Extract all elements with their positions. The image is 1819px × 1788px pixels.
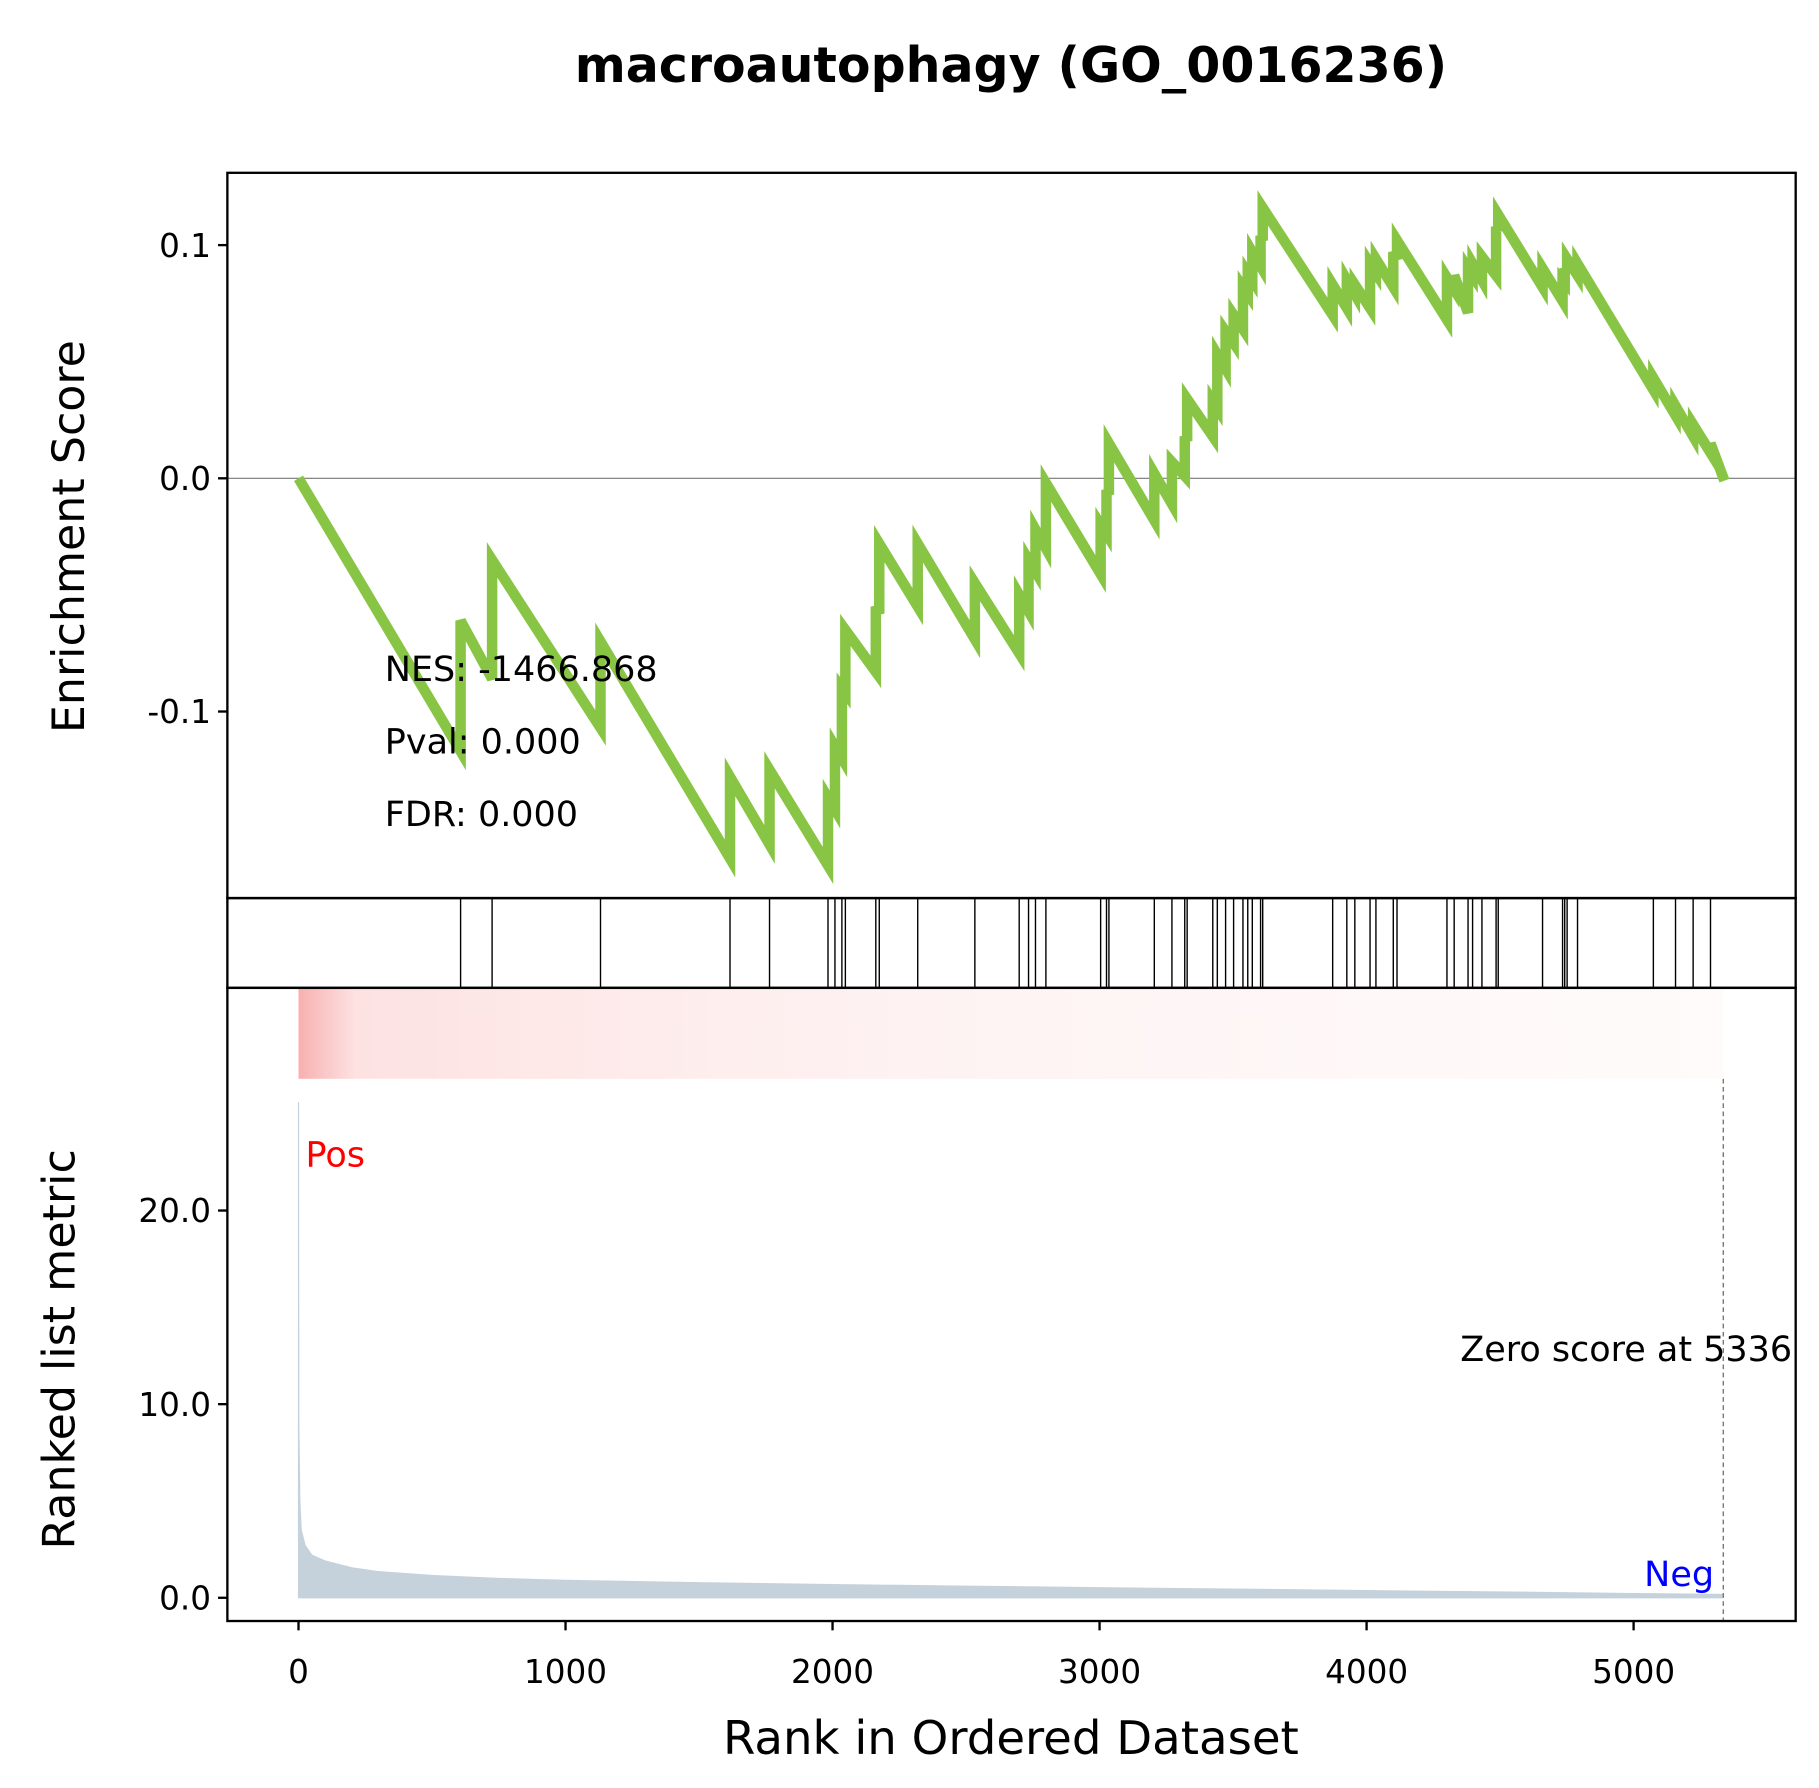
plot [227, 190, 1796, 1622]
x-tick-label: 4000 [1325, 1653, 1408, 1691]
annotation: NES: -1466.868 [385, 650, 658, 690]
metric-frame [226, 986, 1797, 1623]
annotation: Pval: 0.000 [385, 722, 581, 762]
x-axis-label: Rank in Ordered Dataset [723, 1711, 1299, 1765]
x-tick-label: 5000 [1592, 1653, 1675, 1691]
es-line [293, 190, 1730, 885]
hits-frame [226, 896, 1797, 990]
y-axis-label: Enrichment Score [44, 340, 95, 733]
y-tick-label: 20.0 [138, 1192, 211, 1230]
y-tick-label: 0.0 [159, 460, 211, 498]
x-tick-label: 0 [288, 1653, 309, 1691]
y-axis-label: Ranked list metric [35, 1149, 86, 1549]
x-tick-label: 1000 [524, 1653, 607, 1691]
metric-area [297, 1102, 1724, 1599]
chart-title: macroautophagy (GO_0016236) [575, 37, 1447, 94]
rank-gradient [298, 987, 1724, 1079]
neg-label: Neg [1644, 1555, 1714, 1595]
x-tick-label: 3000 [1058, 1653, 1141, 1691]
x-tick-label: 2000 [791, 1653, 874, 1691]
y-tick-label: 0.1 [159, 227, 211, 265]
zero-score-label: Zero score at 5336 [1460, 1330, 1792, 1370]
annotation: FDR: 0.000 [385, 795, 578, 835]
y-tick-label: 10.0 [138, 1386, 211, 1424]
pos-label: Pos [305, 1135, 364, 1175]
y-tick-label: 0.0 [159, 1579, 211, 1617]
y-tick-label: -0.1 [147, 693, 211, 731]
